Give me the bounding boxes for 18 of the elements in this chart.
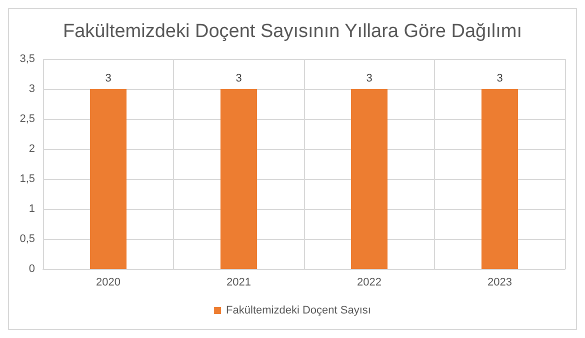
y-tick-label: 2 <box>28 143 35 155</box>
y-tick-label: 1,5 <box>20 173 35 185</box>
y-tick-label: 0,5 <box>20 233 35 245</box>
x-tick-label: 2023 <box>488 276 512 288</box>
x-tick-label: 2021 <box>226 276 251 288</box>
y-tick-label: 1 <box>28 203 35 215</box>
y-tick-label: 3 <box>28 83 35 95</box>
chart-title: Fakültemizdeki Doçent Sayısının Yıllara Göre Dağılımı <box>62 21 522 42</box>
data-label: 3 <box>366 72 372 84</box>
x-tick-label: 2020 <box>96 276 120 288</box>
data-label: 3 <box>105 72 112 84</box>
data-label: 3 <box>236 72 242 84</box>
y-tick-label: 3,5 <box>20 53 35 65</box>
y-tick-label: 0 <box>28 263 35 275</box>
y-tick-label: 2,5 <box>20 113 35 125</box>
x-tick-label: 2022 <box>357 276 382 288</box>
data-label: 3 <box>496 72 503 84</box>
legend-label: Fakültemizdeki Doçent Sayısı <box>226 304 371 316</box>
